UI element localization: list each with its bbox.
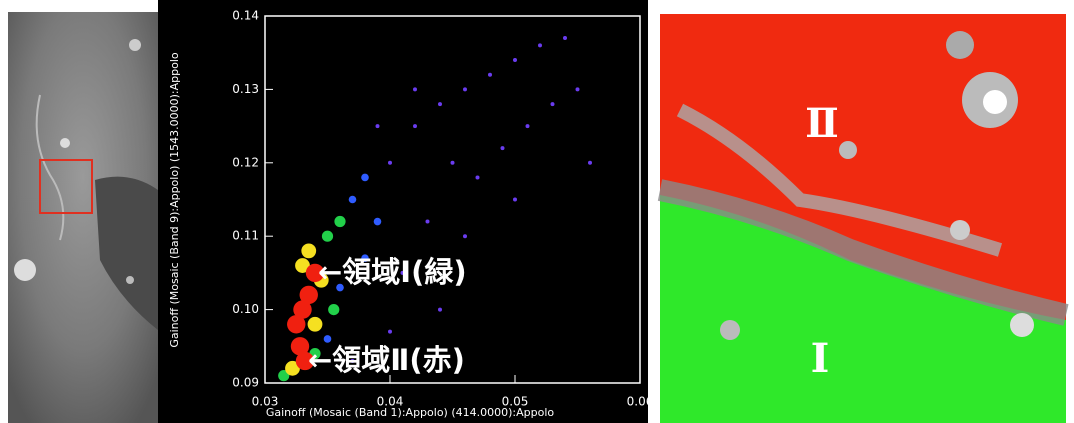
map-label: Ⅱ xyxy=(805,100,839,147)
scatter-point xyxy=(388,330,392,334)
y-tick-label: 0.09 xyxy=(232,376,259,390)
scatter-point xyxy=(413,87,417,91)
scatter-point xyxy=(451,161,455,165)
y-tick-label: 0.13 xyxy=(232,82,259,96)
y-tick-label: 0.10 xyxy=(232,302,259,316)
scatter-point xyxy=(301,243,316,258)
scatter-point xyxy=(438,308,442,312)
scatter-point xyxy=(563,36,567,40)
scatter-point xyxy=(328,304,339,315)
scatter-point xyxy=(334,216,345,227)
scatter-point xyxy=(374,218,382,226)
scatter-point xyxy=(463,87,467,91)
scatter-point xyxy=(349,196,357,204)
scatter-point xyxy=(538,43,542,47)
annotation: ←領域Ⅱ(赤) xyxy=(308,343,465,377)
scatter-point xyxy=(300,286,318,304)
figure: 0.030.040.050.060.090.100.110.120.130.14… xyxy=(0,0,1074,423)
lunar-photo xyxy=(8,12,158,423)
annotation: ←領域Ⅰ(緑) xyxy=(318,255,467,289)
y-tick-label: 0.11 xyxy=(232,229,259,243)
scatter-point xyxy=(551,102,555,106)
scatter-point xyxy=(438,102,442,106)
scatter-point xyxy=(501,146,505,150)
map-label: Ⅰ xyxy=(811,335,830,382)
scatter-point xyxy=(322,231,333,242)
scatter-point xyxy=(526,124,530,128)
x-tick-label: 0.06 xyxy=(627,395,654,409)
scatter-point xyxy=(513,198,517,202)
classification-map: Ⅱ Ⅰ xyxy=(660,14,1066,423)
scatter-point xyxy=(513,58,517,62)
y-tick-label: 0.14 xyxy=(232,9,259,23)
scatter-point xyxy=(576,87,580,91)
y-tick-label: 0.12 xyxy=(232,155,259,169)
y-axis-label: Gainoff (Mosaic (Band 9):Appolo) (1543.0… xyxy=(168,52,181,348)
x-axis-label: Gainoff (Mosaic (Band 1):Appolo) (414.00… xyxy=(266,406,555,419)
scatter-point xyxy=(324,335,332,343)
scatter-point xyxy=(376,124,380,128)
scatter-point xyxy=(488,73,492,77)
scatter-point xyxy=(388,161,392,165)
scatter-point xyxy=(588,161,592,165)
scatter-point xyxy=(426,220,430,224)
scatter-point xyxy=(413,124,417,128)
scatter-point xyxy=(361,174,369,182)
scatter-point xyxy=(476,175,480,179)
scatter-point xyxy=(463,234,467,238)
scatter-point xyxy=(308,317,323,332)
